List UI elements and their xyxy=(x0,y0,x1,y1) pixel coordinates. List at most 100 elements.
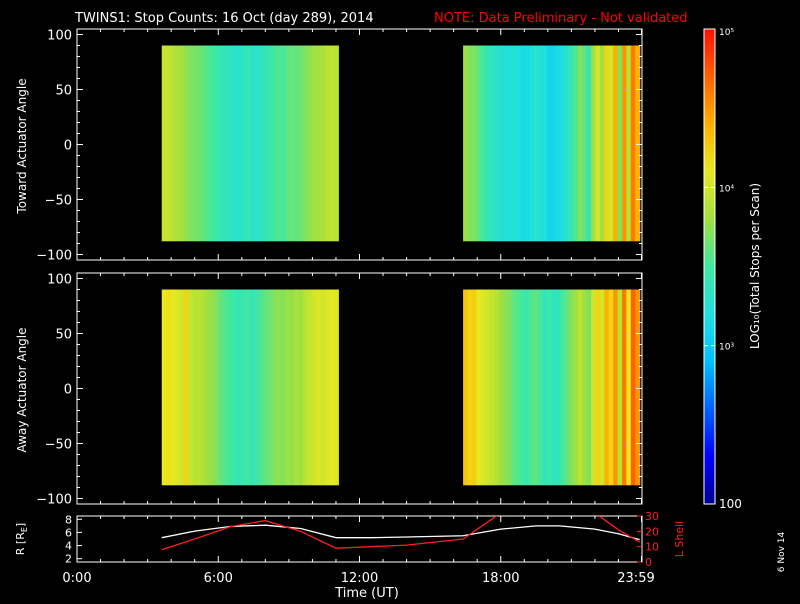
lshell-tick-label: 10 xyxy=(645,541,659,554)
heatmap-column xyxy=(245,45,251,242)
orbit-panel-frame xyxy=(76,515,643,563)
heatmap-column xyxy=(166,289,172,486)
colorbar xyxy=(704,29,715,504)
heatmap-column xyxy=(630,289,636,486)
colorbar-tick-label: 100 xyxy=(719,497,742,511)
colorbar-tick-label: 10³ xyxy=(719,343,734,353)
heatmap-column xyxy=(538,45,544,242)
heatmap-column xyxy=(608,45,614,242)
heatmap-column xyxy=(227,289,233,486)
x-tick-label: 0:00 xyxy=(62,571,91,586)
heatmap-column xyxy=(560,45,566,242)
heatmap-column xyxy=(573,45,579,242)
heatmap-column xyxy=(263,289,269,486)
heatmap-column xyxy=(608,289,614,486)
heatmap-column xyxy=(161,45,167,242)
colorbar-ticks: 100 10³ 10⁴ 10⁵ xyxy=(704,28,742,511)
x-tick-label: 18:00 xyxy=(482,571,519,586)
heatmap-column xyxy=(174,289,181,486)
heatmap-column xyxy=(267,289,273,486)
heatmap-column xyxy=(564,45,570,242)
heatmap-column xyxy=(533,45,539,242)
toward-y-ticks: 100 50 0 −50 −100 xyxy=(36,29,642,264)
heatmap-column xyxy=(285,45,291,242)
heatmap-column xyxy=(174,45,181,242)
heatmap-column xyxy=(188,45,194,242)
heatmap-column xyxy=(272,45,278,242)
heatmap-column xyxy=(214,45,220,242)
heatmap-column xyxy=(219,45,225,242)
heatmap-column xyxy=(626,45,632,242)
heatmap-column xyxy=(258,289,264,486)
heatmap-column xyxy=(502,45,508,242)
heatmap-column xyxy=(630,45,636,242)
heatmap-column xyxy=(227,45,233,242)
r-tick-label: 2 xyxy=(65,553,72,566)
plot-date-stamp: 6 Nov 14 xyxy=(777,531,787,572)
heatmap-column xyxy=(471,289,477,486)
heatmap-column xyxy=(325,45,331,242)
heatmap-column xyxy=(542,45,548,242)
y-tick-label: 50 xyxy=(55,328,72,343)
lshell-tick-label: 0 xyxy=(645,556,652,569)
heatmap-column xyxy=(272,289,278,486)
heatmap-column xyxy=(289,45,295,242)
heatmap-column xyxy=(542,289,548,486)
heatmap-column xyxy=(485,289,491,486)
heatmap-column xyxy=(626,289,632,486)
heatmap-column xyxy=(471,45,477,242)
heatmap-column xyxy=(463,289,469,486)
heatmap-column xyxy=(223,289,229,486)
heatmap-column xyxy=(298,289,304,486)
heatmap-column xyxy=(511,45,517,242)
heatmap-column xyxy=(170,289,176,486)
heatmap-column xyxy=(524,289,530,486)
x-tick-label: 6:00 xyxy=(204,571,233,586)
heatmap-column xyxy=(254,45,260,242)
heatmap-column xyxy=(170,45,176,242)
heatmap-column xyxy=(463,45,469,242)
heatmap-column xyxy=(489,45,495,242)
heatmap-column xyxy=(294,289,300,486)
heatmap-column xyxy=(520,289,526,486)
l-shell-line xyxy=(161,516,640,551)
heatmap-column xyxy=(210,289,216,486)
heatmap-column xyxy=(498,289,504,486)
lshell-tick-label: 20 xyxy=(645,525,659,538)
heatmap-column xyxy=(289,289,295,486)
heatmap-column xyxy=(467,45,473,242)
heatmap-column xyxy=(507,289,513,486)
heatmap-column xyxy=(586,45,592,242)
heatmap-column xyxy=(595,45,601,242)
heatmap-column xyxy=(480,45,486,242)
heatmap-column xyxy=(520,45,526,242)
y-tick-label: 0 xyxy=(64,139,72,154)
y-tick-label: 100 xyxy=(47,273,72,288)
y-tick-label: 100 xyxy=(47,29,72,44)
heatmap-column xyxy=(569,45,575,242)
heatmap-column xyxy=(555,45,561,242)
heatmap-column xyxy=(538,289,544,486)
heatmap-column xyxy=(516,45,522,242)
heatmap-column xyxy=(635,45,641,242)
heatmap-column xyxy=(166,45,172,242)
heatmap-column xyxy=(325,289,331,486)
heatmap-column xyxy=(577,289,583,486)
heatmap-column xyxy=(551,45,557,242)
heatmap-column xyxy=(329,45,335,242)
heatmap-column xyxy=(307,289,313,486)
heatmap-column xyxy=(311,45,317,242)
heatmap-column xyxy=(188,289,194,486)
heatmap-column xyxy=(613,289,619,486)
heatmap-column xyxy=(320,289,326,486)
away-y-ticks: 100 50 0 −50 −100 xyxy=(36,273,642,508)
heatmap-column xyxy=(511,289,517,486)
heatmap-column xyxy=(582,289,588,486)
heatmap-column xyxy=(298,45,304,242)
heatmap-column xyxy=(250,289,256,486)
heatmap-column xyxy=(183,45,189,242)
preliminary-note: NOTE: Data Preliminary - Not validated xyxy=(434,11,688,26)
y-tick-label: 0 xyxy=(64,383,72,398)
heatmap-column xyxy=(201,45,207,242)
